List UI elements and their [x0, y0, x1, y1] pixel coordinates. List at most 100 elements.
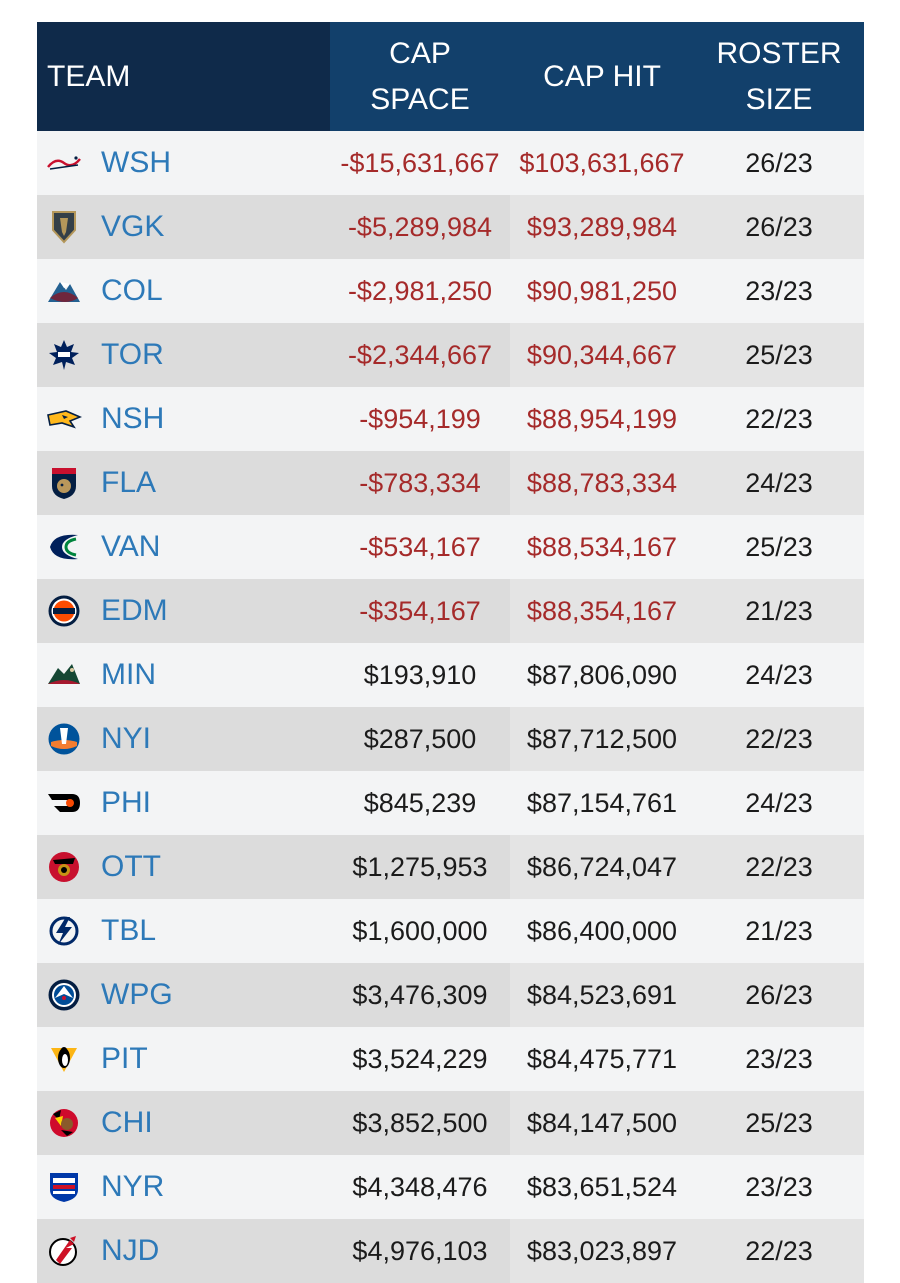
- team-link[interactable]: WPG: [37, 963, 330, 1027]
- table-row-pit[interactable]: PIT $3,524,229 $84,475,771 23/23: [37, 1027, 864, 1091]
- avalanche-logo-icon: [46, 273, 82, 309]
- table-row-wpg[interactable]: WPG $3,476,309 $84,523,691 26/23: [37, 963, 864, 1027]
- team-abbr[interactable]: TOR: [101, 338, 164, 371]
- roster-size-cell: 21/23: [694, 899, 864, 963]
- header-cap-hit[interactable]: CAP HIT: [510, 22, 694, 131]
- roster-size-cell: 21/23: [694, 579, 864, 643]
- team-abbr[interactable]: FLA: [101, 466, 157, 499]
- table-row-wsh[interactable]: WSH -$15,631,667 $103,631,667 26/23: [37, 131, 864, 195]
- team-abbr[interactable]: CHI: [101, 1106, 153, 1139]
- team-abbr[interactable]: MIN: [101, 658, 156, 691]
- team-abbr[interactable]: NYR: [101, 1170, 165, 1203]
- rangers-logo-icon: [46, 1169, 82, 1205]
- team-link[interactable]: TBL: [37, 899, 330, 963]
- team-link[interactable]: MIN: [37, 643, 330, 707]
- cap-hit-cell: $84,523,691: [510, 963, 694, 1027]
- table-row-nyr[interactable]: NYR $4,348,476 $83,651,524 23/23: [37, 1155, 864, 1219]
- team-abbr[interactable]: VGK: [101, 210, 165, 243]
- team-abbr[interactable]: WSH: [101, 146, 171, 179]
- team-link[interactable]: VAN: [37, 515, 330, 579]
- cap-hit-cell: $87,712,500: [510, 707, 694, 771]
- cap-hit-cell: $86,724,047: [510, 835, 694, 899]
- header-roster-line2: SIZE: [745, 82, 813, 116]
- team-abbr[interactable]: NSH: [101, 402, 165, 435]
- cap-hit-cell: $84,147,500: [510, 1091, 694, 1155]
- header-team[interactable]: TEAM: [37, 22, 330, 131]
- team-link[interactable]: NSH: [37, 387, 330, 451]
- team-cell: NJD: [37, 1219, 330, 1283]
- table-row-phi[interactable]: PHI $845,239 $87,154,761 24/23: [37, 771, 864, 835]
- team-link[interactable]: FLA: [37, 451, 330, 515]
- team-cell: VGK: [37, 195, 330, 259]
- roster-size-cell: 23/23: [694, 259, 864, 323]
- table-header: TEAM CAP SPACE CAP HIT ROSTER SIZE: [37, 22, 864, 131]
- cap-hit-cell: $87,154,761: [510, 771, 694, 835]
- cap-space-cell: -$534,167: [330, 515, 510, 579]
- header-cap-space-line2: SPACE: [370, 82, 470, 116]
- lightning-logo-icon: [46, 913, 82, 949]
- table-row-fla[interactable]: FLA -$783,334 $88,783,334 24/23: [37, 451, 864, 515]
- team-link[interactable]: NYI: [37, 707, 330, 771]
- team-cell: COL: [37, 259, 330, 323]
- table-row-vgk[interactable]: VGK -$5,289,984 $93,289,984 26/23: [37, 195, 864, 259]
- header-roster-size[interactable]: ROSTER SIZE: [694, 22, 864, 131]
- islanders-logo-icon: [46, 721, 82, 757]
- table-row-edm[interactable]: EDM -$354,167 $88,354,167 21/23: [37, 579, 864, 643]
- cap-space-cell: $1,275,953: [330, 835, 510, 899]
- team-link[interactable]: NJD: [37, 1219, 330, 1283]
- team-abbr[interactable]: OTT: [101, 850, 161, 883]
- team-abbr[interactable]: PIT: [101, 1042, 148, 1075]
- table-row-ott[interactable]: OTT $1,275,953 $86,724,047 22/23: [37, 835, 864, 899]
- team-link[interactable]: COL: [37, 259, 330, 323]
- roster-size-cell: 23/23: [694, 1027, 864, 1091]
- wild-logo-icon: [46, 657, 82, 693]
- team-link[interactable]: PIT: [37, 1027, 330, 1091]
- team-abbr[interactable]: EDM: [101, 594, 168, 627]
- team-cell: CHI: [37, 1091, 330, 1155]
- table-row-van[interactable]: VAN -$534,167 $88,534,167 25/23: [37, 515, 864, 579]
- cap-hit-cell: $103,631,667: [510, 131, 694, 195]
- table-row-chi[interactable]: CHI $3,852,500 $84,147,500 25/23: [37, 1091, 864, 1155]
- cap-hit-cell: $90,344,667: [510, 323, 694, 387]
- roster-size-cell: 24/23: [694, 451, 864, 515]
- team-cell: EDM: [37, 579, 330, 643]
- team-link[interactable]: CHI: [37, 1091, 330, 1155]
- team-cell: OTT: [37, 835, 330, 899]
- team-cell: NYR: [37, 1155, 330, 1219]
- team-abbr[interactable]: PHI: [101, 786, 152, 819]
- table-row-col[interactable]: COL -$2,981,250 $90,981,250 23/23: [37, 259, 864, 323]
- table-row-tor[interactable]: TOR -$2,344,667 $90,344,667 25/23: [37, 323, 864, 387]
- cap-hit-cell: $83,023,897: [510, 1219, 694, 1283]
- team-link[interactable]: WSH: [37, 131, 330, 195]
- team-abbr[interactable]: TBL: [101, 914, 157, 947]
- cap-space-cell: -$2,344,667: [330, 323, 510, 387]
- team-abbr[interactable]: NYI: [101, 722, 152, 755]
- team-cell: NYI: [37, 707, 330, 771]
- roster-size-cell: 25/23: [694, 323, 864, 387]
- table-row-min[interactable]: MIN $193,910 $87,806,090 24/23: [37, 643, 864, 707]
- roster-size-cell: 25/23: [694, 1091, 864, 1155]
- team-link[interactable]: EDM: [37, 579, 330, 643]
- team-link[interactable]: VGK: [37, 195, 330, 259]
- cap-space-cell: $845,239: [330, 771, 510, 835]
- header-cap-space[interactable]: CAP SPACE: [330, 22, 510, 131]
- table-row-nsh[interactable]: NSH -$954,199 $88,954,199 22/23: [37, 387, 864, 451]
- table-row-tbl[interactable]: TBL $1,600,000 $86,400,000 21/23: [37, 899, 864, 963]
- roster-size-cell: 26/23: [694, 195, 864, 259]
- team-abbr[interactable]: VAN: [101, 530, 161, 563]
- team-link[interactable]: PHI: [37, 771, 330, 835]
- team-cell: PHI: [37, 771, 330, 835]
- team-link[interactable]: TOR: [37, 323, 330, 387]
- cap-hit-cell: $86,400,000: [510, 899, 694, 963]
- team-abbr[interactable]: WPG: [101, 978, 173, 1011]
- table-row-nyi[interactable]: NYI $287,500 $87,712,500 22/23: [37, 707, 864, 771]
- cap-space-cell: -$954,199: [330, 387, 510, 451]
- team-link[interactable]: OTT: [37, 835, 330, 899]
- senators-logo-icon: [46, 849, 82, 885]
- table-row-njd[interactable]: NJD $4,976,103 $83,023,897 22/23: [37, 1219, 864, 1283]
- roster-size-cell: 25/23: [694, 515, 864, 579]
- team-abbr[interactable]: NJD: [101, 1234, 160, 1267]
- team-link[interactable]: NYR: [37, 1155, 330, 1219]
- team-abbr[interactable]: COL: [101, 274, 163, 307]
- team-cell: TBL: [37, 899, 330, 963]
